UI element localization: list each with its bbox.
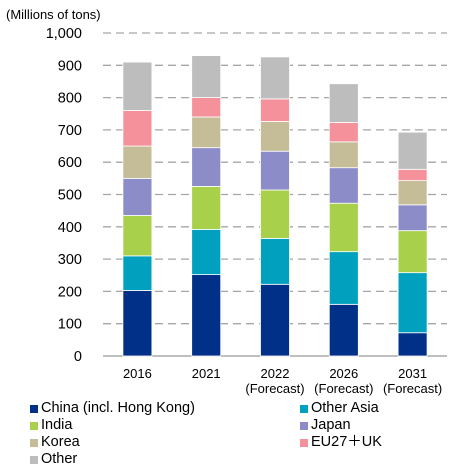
bar-segment (328, 141, 359, 169)
bar-segment (191, 55, 222, 99)
x-tick-label: 2016 (123, 366, 152, 381)
y-axis-unit-label: (Millions of tons) (6, 7, 101, 22)
y-tick-label: 700 (58, 123, 82, 139)
bar-segment (260, 283, 290, 357)
legend-item: EU27＋UK (300, 434, 450, 451)
legend-label: Korea (41, 434, 80, 450)
legend-item: Korea (30, 434, 300, 451)
legend-label: China (incl. Hong Kong) (41, 400, 195, 416)
bar-segment (191, 147, 222, 187)
legend-label: Other (41, 451, 78, 467)
bar-segment (328, 202, 359, 253)
legend-swatch (30, 438, 38, 447)
bar-segment (328, 303, 359, 357)
bar-segment (260, 150, 290, 191)
x-tick-label: 2026 (329, 366, 358, 381)
bar-segment (122, 61, 153, 111)
x-tick-label: 2022 (261, 366, 290, 381)
legend-label: EU27＋UK (311, 434, 382, 450)
bar-segment (260, 189, 290, 239)
y-tick-label: 100 (58, 317, 82, 333)
legend: China (incl. Hong Kong) Other Asia India Ja… (30, 400, 450, 468)
x-tick-label: 2021 (192, 366, 221, 381)
x-tick-sublabel: (Forecast) (314, 381, 373, 396)
legend-item: Other Asia (300, 400, 450, 417)
bar-segment (122, 145, 153, 179)
bar-segment (397, 332, 428, 357)
bar-segment (397, 168, 428, 182)
bar-segment (122, 110, 153, 147)
y-tick-label: 400 (58, 220, 82, 236)
legend-label: Other Asia (311, 400, 379, 416)
legend-swatch (300, 421, 308, 430)
bar-segment (328, 122, 359, 143)
bar-segment (397, 204, 428, 232)
bar-segment (260, 238, 290, 285)
bar-segment (122, 255, 153, 291)
legend-item: Other (30, 451, 300, 468)
bar-segment (397, 180, 428, 206)
legend-label: India (41, 417, 73, 433)
bar-segment (122, 215, 153, 257)
bar-segment (260, 121, 290, 152)
legend-item: India (30, 417, 300, 434)
x-tick-label: 2031 (398, 366, 427, 381)
bar-segment (191, 116, 222, 149)
legend-swatch (30, 421, 38, 430)
bar-segment (191, 228, 222, 276)
y-tick-label: 800 (58, 91, 82, 107)
stacked-bar-chart: (Millions of tons) 0 100 200 300 400 500 600 70… (6, 7, 447, 396)
legend-item: China (incl. Hong Kong) (30, 400, 300, 417)
bar-segment (191, 186, 222, 230)
y-tick-label: 900 (58, 58, 82, 74)
bar-segment (122, 290, 153, 357)
bar-segment (328, 251, 359, 305)
legend-swatch (30, 455, 38, 464)
legend-swatch (300, 404, 308, 413)
bar-segment (328, 83, 359, 123)
x-tick-sublabel: (Forecast) (245, 381, 304, 396)
bar-segment (260, 98, 290, 122)
legend-item: Japan (300, 417, 450, 434)
bar-segment (191, 97, 222, 118)
x-axis-tick-labels: 2016 2021 2022(Forecast)2026(Forecast)2031… (123, 366, 442, 396)
legend-label: Japan (311, 417, 351, 433)
y-tick-label: 0 (74, 349, 82, 365)
y-tick-label: 500 (58, 188, 82, 204)
bar-segment (328, 167, 359, 204)
y-tick-label: 1,000 (46, 26, 82, 42)
y-tick-label: 300 (58, 252, 82, 268)
x-tick-sublabel: (Forecast) (383, 381, 442, 396)
y-tick-label: 600 (58, 155, 82, 171)
legend-swatch (300, 438, 308, 447)
bar-segment (397, 131, 428, 170)
bar-segment (260, 56, 290, 100)
bar-segment (397, 272, 428, 334)
legend-swatch (30, 404, 38, 413)
bar-segment (122, 177, 153, 216)
y-axis-tick-labels: 0 100 200 300 400 500 600 700 800 900 1,000 (46, 26, 82, 365)
bars (122, 55, 428, 357)
y-tick-label: 200 (58, 284, 82, 300)
bar-segment (397, 230, 428, 274)
bar-segment (191, 274, 222, 357)
